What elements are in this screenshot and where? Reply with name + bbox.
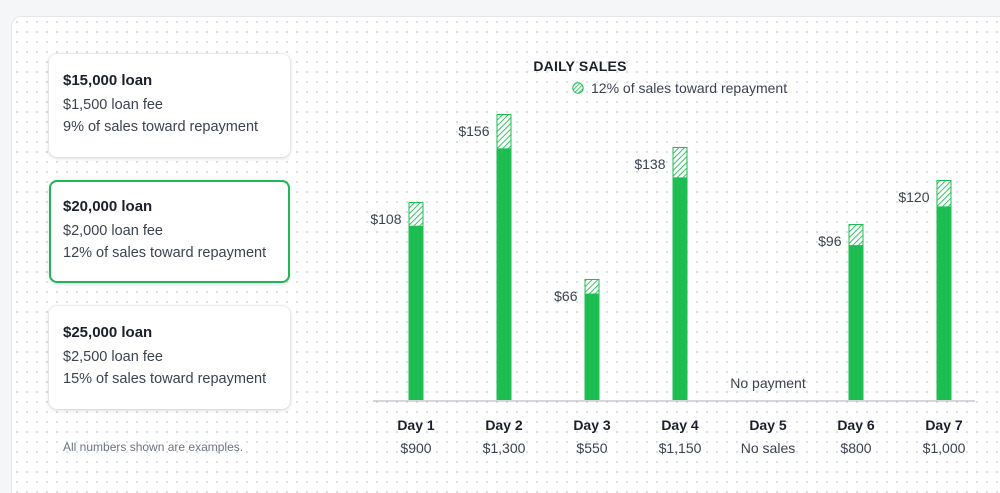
- sales-bar: [584, 293, 600, 400]
- sales-value-label: $1,150: [659, 440, 702, 456]
- x-tick-label: Day 6: [837, 417, 875, 433]
- x-tick-label: Day 7: [925, 417, 963, 433]
- sales-bar: [936, 206, 952, 400]
- repayment-bar-segment: [408, 202, 424, 227]
- loan-option-title: $25,000 loan: [63, 324, 153, 341]
- legend-label: 12% of sales toward repayment: [591, 80, 788, 96]
- loan-option-fee: $2,500 loan fee: [63, 349, 163, 365]
- repayment-value-label: $138: [634, 156, 665, 172]
- x-tick-label: Day 1: [397, 417, 435, 433]
- loan-option-15000[interactable]: $15,000 loan $1,500 loan fee 9% of sales…: [49, 54, 290, 157]
- x-tick-label: Day 2: [485, 417, 523, 433]
- sales-value-label: $1,300: [483, 440, 526, 456]
- loan-option-title: $15,000 loan: [63, 72, 153, 89]
- repayment-bar-segment: [496, 114, 512, 150]
- sales-bar: [848, 245, 864, 400]
- loan-option-repayment: 9% of sales toward repayment: [63, 119, 259, 135]
- sales-value-label: $800: [840, 440, 871, 456]
- loan-option-repayment: 15% of sales toward repayment: [63, 371, 267, 387]
- x-tick-label: Day 4: [661, 417, 699, 433]
- repayment-bar-segment: [848, 224, 864, 247]
- sales-value-label: $1,000: [923, 440, 966, 456]
- repayment-bar-segment: [584, 279, 600, 295]
- chart-legend: 12% of sales toward repayment: [572, 80, 787, 96]
- repayment-value-label: No payment: [730, 375, 806, 391]
- repayment-value-label: $96: [818, 233, 842, 249]
- hatched-circle-icon: [572, 82, 584, 94]
- loan-option-20000[interactable]: $20,000 loan $2,000 loan fee 12% of sale…: [49, 180, 290, 283]
- repayment-value-label: $108: [370, 211, 401, 227]
- sales-value-label: No sales: [741, 440, 795, 456]
- sales-bar: [496, 148, 512, 400]
- loan-option-fee: $1,500 loan fee: [63, 97, 163, 113]
- loan-option-fee: $2,000 loan fee: [63, 223, 163, 239]
- repayment-value-label: $66: [554, 288, 578, 304]
- sales-value-label: $550: [576, 440, 607, 456]
- loan-option-repayment: 12% of sales toward repayment: [63, 245, 267, 261]
- examples-footnote: All numbers shown are examples.: [63, 440, 244, 454]
- sales-bar: [672, 177, 688, 400]
- sales-bar: [408, 225, 424, 400]
- loan-option-25000[interactable]: $25,000 loan $2,500 loan fee 15% of sale…: [49, 306, 290, 409]
- x-tick-label: Day 3: [573, 417, 611, 433]
- chart-title: DAILY SALES: [533, 58, 627, 74]
- sales-value-label: $900: [400, 440, 431, 456]
- loan-option-title: $20,000 loan: [63, 198, 153, 215]
- repayment-bar-segment: [936, 180, 952, 208]
- repayment-value-label: $156: [458, 123, 489, 139]
- repayment-bar-segment: [672, 147, 688, 179]
- repayment-value-label: $120: [898, 189, 929, 205]
- x-tick-label: Day 5: [749, 417, 787, 433]
